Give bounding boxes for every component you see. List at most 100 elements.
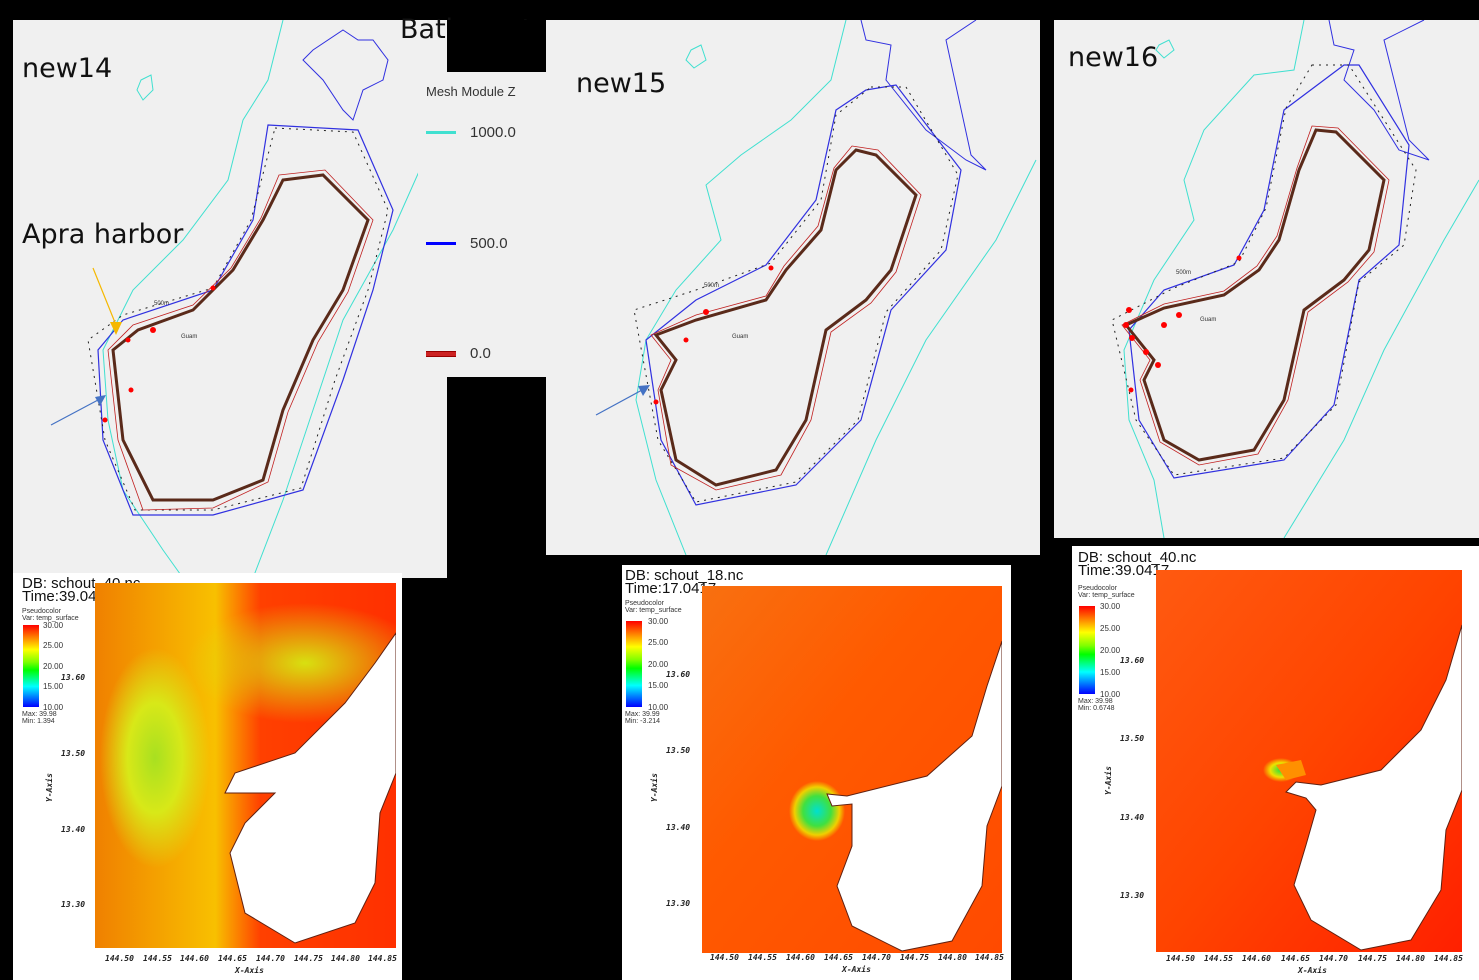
x-tick: 144.85 — [1434, 954, 1463, 963]
x-tick: 144.70 — [256, 954, 285, 963]
x-tick: 144.55 — [1204, 954, 1233, 963]
x-tick: 144.50 — [710, 953, 739, 962]
max-label: Max: 39.98 — [1078, 698, 1113, 705]
x-tick: 144.80 — [331, 954, 360, 963]
y-tick: 13.60 — [666, 670, 691, 679]
cyan-line-swatch-icon — [426, 131, 456, 134]
x-tick: 144.75 — [294, 954, 323, 963]
colorbar-tick: 30.00 — [43, 621, 64, 630]
colorbar-tick: 25.00 — [648, 638, 669, 647]
x-tick: 144.50 — [1166, 954, 1195, 963]
min-label: Min: -3.214 — [625, 718, 661, 725]
colorbar-tick: 15.00 — [43, 682, 64, 691]
time-label: Time:17.0417 — [625, 580, 717, 597]
colorbar — [1079, 606, 1095, 694]
time-label: Time:39.0417 — [22, 588, 114, 605]
heatmap-panel-2: DB: schout_18.nc Time:17.0417 Pseudocolo… — [622, 565, 1011, 980]
bathymetry-legend: Mesh Module Z 1000.0 500.0 0.0 — [418, 72, 547, 377]
y-axis-label: Y-Axis — [1103, 766, 1113, 795]
y-tick: 13.50 — [666, 746, 691, 755]
colorbar-tick: 20.00 — [648, 660, 669, 669]
y-tick: 13.30 — [61, 900, 86, 909]
colorbar-tick: 30.00 — [1100, 602, 1121, 611]
y-tick: 13.40 — [666, 823, 691, 832]
black-cover-block — [447, 20, 547, 72]
x-tick: 144.70 — [1319, 954, 1348, 963]
x-tick: 144.80 — [938, 953, 967, 962]
variable-label: Var: temp_surface — [625, 607, 682, 614]
y-axis-label: Y-Axis — [44, 773, 54, 802]
y-tick: 13.60 — [61, 673, 86, 682]
x-tick: 144.55 — [143, 954, 172, 963]
x-tick: 144.65 — [824, 953, 853, 962]
y-tick: 13.40 — [1120, 813, 1145, 822]
max-label: Max: 39.99 — [625, 711, 660, 718]
y-tick: 13.40 — [61, 825, 86, 834]
legend-entry-500: 500.0 — [426, 235, 508, 252]
legend-entry-label: 0.0 — [470, 345, 491, 362]
x-axis-label: X-Axis — [842, 965, 871, 974]
x-tick: 144.60 — [1242, 954, 1271, 963]
x-tick: 144.60 — [180, 954, 209, 963]
colorbar-tick: 10.00 — [1100, 690, 1121, 699]
x-axis-label: X-Axis — [235, 966, 264, 975]
variable-label: Var: temp_surface — [1078, 592, 1135, 599]
panel-label-new14: new14 — [22, 53, 113, 84]
panel-label-new16: new16 — [1068, 42, 1159, 73]
legend-entry-label: 1000.0 — [470, 124, 516, 141]
plot-type-label: Pseudocolor — [1078, 585, 1117, 592]
temperature-field — [1156, 570, 1462, 952]
x-tick: 144.75 — [1358, 954, 1387, 963]
colorbar — [23, 625, 39, 707]
min-label: Min: 0.6748 — [1078, 705, 1115, 712]
blue-line-swatch-icon — [426, 242, 456, 245]
island-label-guam: Guam — [1200, 317, 1217, 323]
legend-title: Mesh Module Z — [426, 84, 516, 99]
y-tick: 13.30 — [666, 899, 691, 908]
mesh-panel-new15: new15 500m Guam — [546, 20, 1040, 555]
x-tick: 144.65 — [218, 954, 247, 963]
contour-label-500m: 500m — [154, 301, 170, 307]
temperature-field — [95, 583, 396, 948]
max-label: Max: 39.98 — [22, 711, 57, 718]
x-tick: 144.60 — [786, 953, 815, 962]
x-tick: 144.55 — [748, 953, 777, 962]
colorbar-tick: 30.00 — [648, 617, 669, 626]
colorbar-tick: 20.00 — [1100, 646, 1121, 655]
colorbar-tick: 20.00 — [43, 662, 64, 671]
x-tick: 144.75 — [900, 953, 929, 962]
time-label: Time:39.0417 — [1078, 562, 1170, 579]
heatmap-panel-3: DB: schout_40.nc Time:39.0417 Pseudocolo… — [1072, 546, 1479, 980]
temperature-field — [702, 586, 1002, 953]
y-tick: 13.60 — [1120, 656, 1145, 665]
colorbar — [626, 621, 642, 707]
island-label-guam: Guam — [181, 334, 198, 340]
y-tick: 13.30 — [1120, 891, 1145, 900]
x-tick: 144.85 — [975, 953, 1004, 962]
x-tick: 144.80 — [1396, 954, 1425, 963]
y-axis-label: Y-Axis — [649, 773, 659, 802]
contour-label-500m: 500m — [704, 283, 720, 289]
colorbar-tick: 15.00 — [648, 681, 669, 690]
x-tick: 144.65 — [1281, 954, 1310, 963]
mesh-map-new15 — [595, 20, 1037, 555]
colorbar-tick: 25.00 — [1100, 624, 1121, 633]
legend-entry-label: 500.0 — [470, 235, 508, 252]
red-double-line-swatch-icon — [426, 350, 456, 357]
colorbar-tick: 10.00 — [648, 703, 669, 712]
colorbar-tick: 10.00 — [43, 703, 64, 712]
x-tick: 144.85 — [368, 954, 397, 963]
legend-entry-0: 0.0 — [426, 345, 491, 362]
variable-label: Var: temp_surface — [22, 615, 79, 622]
x-tick: 144.70 — [862, 953, 891, 962]
min-label: Min: 1.394 — [22, 718, 55, 725]
annotation-apra-harbor: Apra harbor — [22, 219, 184, 250]
db-label: DB: schout_40.nc — [1078, 549, 1197, 566]
mesh-map-new16 — [1111, 20, 1479, 538]
contour-label-500m: 500m — [1176, 270, 1192, 276]
x-axis-label: X-Axis — [1298, 966, 1327, 975]
mesh-map-new14 — [50, 20, 434, 578]
heatmap-panel-1: DB: schout_40.nc Time:39.0417 Pseudocolo… — [13, 573, 402, 980]
mesh-panel-new16: new16 500m Guam — [1054, 20, 1479, 538]
legend-entry-1000: 1000.0 — [426, 124, 516, 141]
